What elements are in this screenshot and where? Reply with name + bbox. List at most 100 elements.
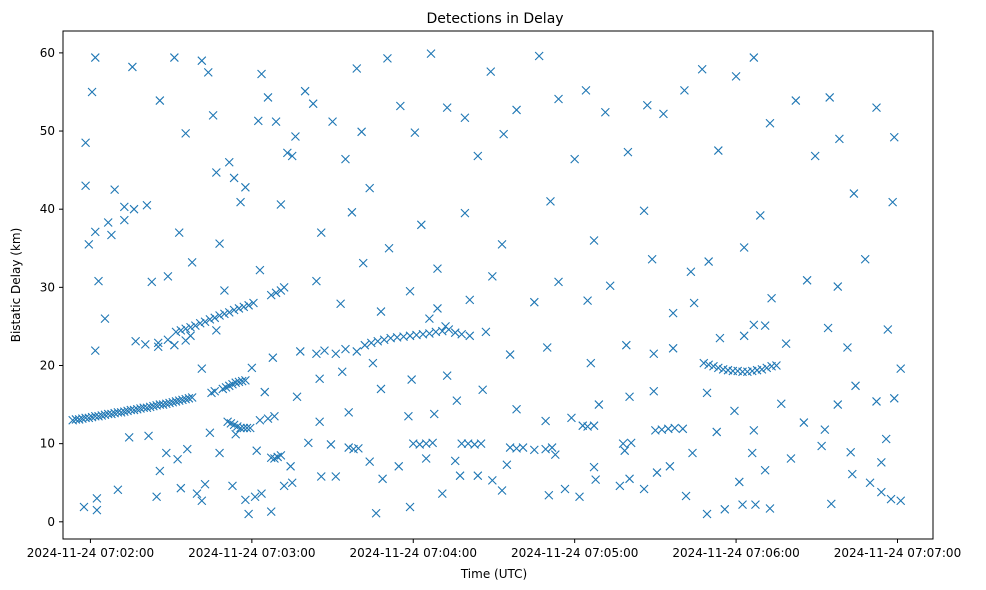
- y-tick-label: 30: [40, 280, 55, 294]
- data-point-marker: [826, 499, 836, 509]
- data-point-marker: [253, 116, 263, 126]
- data-point-marker: [583, 296, 592, 306]
- data-point-marker: [331, 472, 341, 481]
- data-point-marker: [497, 486, 507, 495]
- data-point-marker: [220, 309, 229, 319]
- data-point-marker: [765, 504, 775, 513]
- data-point-marker: [210, 313, 220, 323]
- data-point-marker: [84, 413, 94, 423]
- data-point-marker: [247, 363, 257, 373]
- data-point-marker: [618, 439, 628, 449]
- data-point-marker: [107, 409, 116, 419]
- data-point-marker: [529, 297, 539, 307]
- data-point-marker: [90, 346, 100, 356]
- data-point-marker: [276, 450, 286, 460]
- markers-layer: [68, 49, 906, 519]
- data-point-marker: [749, 53, 759, 62]
- data-point-marker: [347, 207, 357, 217]
- data-point-marker: [755, 211, 765, 220]
- data-point-marker: [287, 478, 297, 488]
- data-point-marker: [365, 457, 375, 467]
- data-point-marker: [749, 425, 759, 435]
- data-point-marker: [518, 443, 528, 452]
- y-tick-label: 0: [47, 515, 55, 529]
- y-tick-label: 10: [40, 437, 55, 451]
- data-point-marker: [165, 398, 174, 408]
- data-point-marker: [250, 492, 260, 502]
- data-point-marker: [376, 384, 386, 394]
- data-point-marker: [730, 406, 739, 416]
- data-point-marker: [487, 272, 497, 281]
- data-point-marker: [260, 387, 270, 397]
- data-point-marker: [410, 128, 420, 137]
- data-point-marker: [119, 215, 129, 225]
- data-point-marker: [171, 397, 181, 406]
- data-point-marker: [649, 386, 659, 396]
- data-point-marker: [376, 307, 386, 316]
- x-tick-label: 2024-11-24 07:03:00: [188, 546, 315, 560]
- data-point-marker: [353, 443, 363, 453]
- data-point-marker: [709, 361, 718, 371]
- x-tick-label: 2024-11-24 07:02:00: [27, 546, 154, 560]
- data-point-marker: [550, 450, 560, 459]
- data-point-marker: [704, 360, 714, 370]
- data-point-marker: [481, 327, 491, 337]
- data-point-marker: [266, 507, 276, 517]
- data-point-marker: [452, 396, 462, 406]
- data-point-marker: [81, 181, 90, 191]
- data-point-marker: [373, 336, 383, 346]
- data-point-marker: [465, 331, 475, 341]
- data-point-marker: [541, 444, 551, 454]
- data-point-marker: [245, 423, 255, 433]
- data-point-marker: [547, 443, 557, 452]
- data-point-marker: [366, 338, 376, 348]
- data-point-marker: [107, 230, 116, 240]
- data-point-marker: [460, 208, 470, 218]
- data-point-marker: [639, 484, 649, 494]
- data-point-marker: [163, 272, 173, 281]
- data-point-marker: [686, 267, 696, 277]
- data-point-marker: [169, 53, 179, 62]
- data-point-marker: [178, 395, 187, 405]
- data-point-marker: [129, 405, 139, 415]
- data-point-marker: [542, 343, 552, 352]
- data-point-marker: [896, 364, 906, 374]
- data-point-marker: [502, 460, 512, 470]
- data-point-marker: [405, 502, 415, 512]
- data-point-marker: [541, 416, 551, 426]
- data-point-marker: [817, 441, 827, 451]
- data-point-marker: [739, 243, 749, 252]
- x-tick-label: 2024-11-24 07:06:00: [672, 546, 799, 560]
- data-point-marker: [128, 62, 137, 72]
- data-point-marker: [581, 86, 591, 95]
- data-point-marker: [244, 509, 254, 519]
- data-point-marker: [270, 411, 279, 421]
- data-point-marker: [872, 103, 881, 112]
- data-point-marker: [751, 500, 760, 510]
- data-point-marker: [455, 471, 465, 481]
- data-point-marker: [239, 423, 249, 433]
- data-point-marker: [208, 111, 218, 120]
- data-point-marker: [87, 87, 97, 97]
- data-point-marker: [457, 439, 467, 449]
- data-point-marker: [833, 282, 843, 291]
- chart-title: Detections in Delay: [426, 11, 563, 27]
- data-point-marker: [713, 363, 723, 373]
- data-point-marker: [331, 349, 341, 359]
- data-point-marker: [286, 461, 295, 471]
- data-point-marker: [802, 275, 812, 285]
- data-point-marker: [473, 471, 483, 481]
- data-point-marker: [512, 105, 521, 115]
- data-point-marker: [155, 96, 165, 105]
- data-point-marker: [100, 314, 110, 323]
- data-point-marker: [591, 475, 601, 484]
- data-point-marker: [876, 487, 886, 497]
- data-point-marker: [575, 492, 584, 502]
- data-point-marker: [534, 51, 544, 61]
- data-point-marker: [169, 340, 179, 350]
- data-point-marker: [197, 364, 207, 374]
- data-point-marker: [312, 276, 321, 286]
- data-point-marker: [124, 433, 134, 442]
- data-point-marker: [263, 93, 273, 102]
- data-point-marker: [888, 197, 898, 207]
